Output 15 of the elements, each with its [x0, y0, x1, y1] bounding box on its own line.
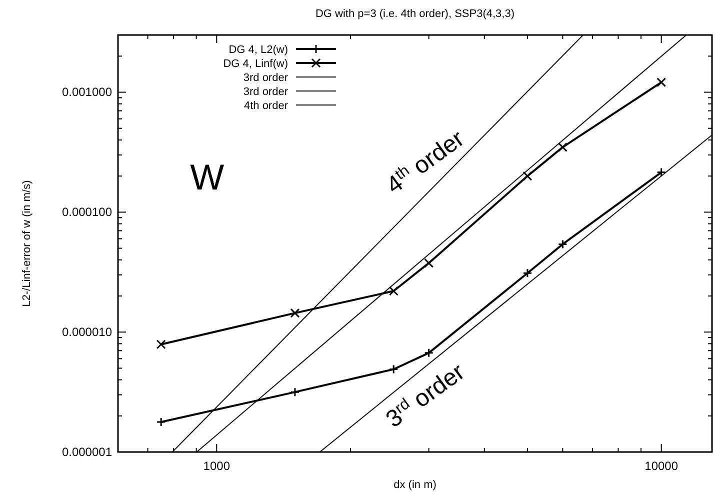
legend-label: DG 4, L2(w)	[228, 44, 288, 56]
legend-label: 4th order	[244, 100, 288, 112]
legend-label: 3rd order	[243, 86, 288, 98]
legend-label: 3rd order	[243, 72, 288, 84]
x-axis-title: dx (in m)	[394, 479, 436, 491]
y-tick-label: 0.000001	[62, 445, 112, 459]
y-tick-label: 0.000100	[62, 205, 112, 220]
x-tick-label: 1000	[203, 459, 230, 473]
y-tick-label: 0.001000	[62, 85, 112, 100]
x-tick-label: 10000	[644, 459, 678, 473]
legend-label: DG 4, Linf(w)	[223, 58, 288, 70]
chart-title: DG with p=3 (i.e. 4th order), SSP3(4,3,3)	[315, 8, 515, 20]
y-tick-label: 0.000010	[62, 325, 112, 340]
y-axis-title: L2-/Linf-error of w (in m/s)	[21, 180, 33, 307]
annotation: W	[190, 156, 224, 198]
